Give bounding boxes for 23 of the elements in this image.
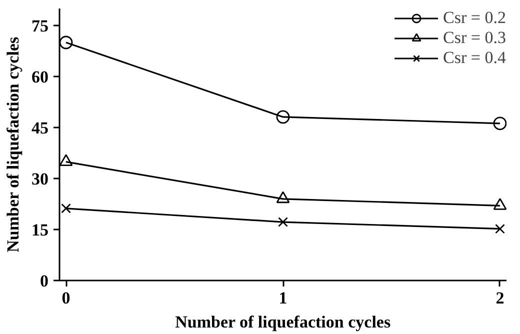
point: [493, 198, 506, 210]
y-tick-label: 0: [40, 272, 48, 290]
y-tick-label: 15: [32, 220, 48, 240]
legend-label: Csr = 0.4: [443, 48, 506, 68]
x-tick-label: 1: [278, 288, 288, 308]
point: [278, 217, 288, 227]
point: [495, 224, 505, 234]
y-tick-label: 60: [32, 68, 48, 86]
point: [493, 116, 506, 130]
legend-label: Csr = 0.3: [443, 28, 506, 48]
y-tick-label: 45: [32, 118, 48, 138]
y-axis-title: Number of liquefaction cycles: [4, 36, 22, 252]
point: [276, 110, 290, 124]
point: [60, 154, 73, 166]
x-axis-title: Number of liquefaction cycles: [175, 312, 391, 332]
y-tick-label: 30: [32, 170, 48, 188]
legend-label: Csr = 0.2: [443, 8, 506, 28]
point: [61, 203, 71, 214]
y-tick-label: 75: [32, 16, 48, 36]
x-tick-label: 2: [496, 288, 504, 308]
point: [276, 191, 290, 204]
point: [60, 36, 73, 50]
x-tick-label: 0: [62, 288, 70, 308]
